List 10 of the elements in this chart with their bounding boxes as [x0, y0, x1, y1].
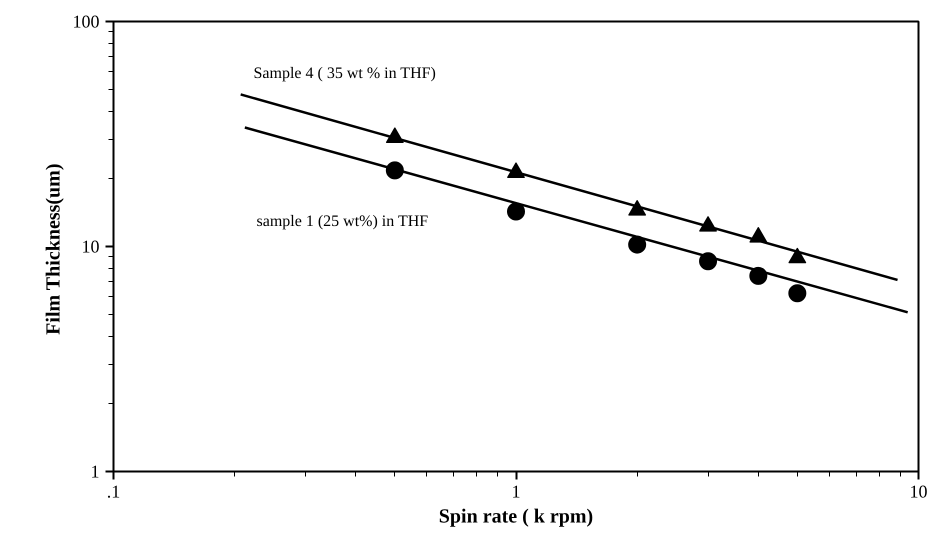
x-tick-label: 10 — [910, 482, 928, 502]
x-tick-label: .1 — [106, 482, 120, 502]
x-axis-title: Spin rate ( k rpm) — [438, 506, 594, 528]
y-tick-label: 10 — [82, 236, 100, 256]
x-tick-label: 1 — [512, 482, 520, 502]
y-tick-label: 1 — [90, 462, 100, 482]
annotation: sample 1 (25 wt%) in THF — [256, 213, 428, 230]
annotation: Sample 4 ( 35 wt % in THF) — [254, 65, 436, 82]
y-tick-label: 100 — [72, 12, 100, 32]
y-axis-title: Film Thickness(um) — [42, 164, 64, 335]
